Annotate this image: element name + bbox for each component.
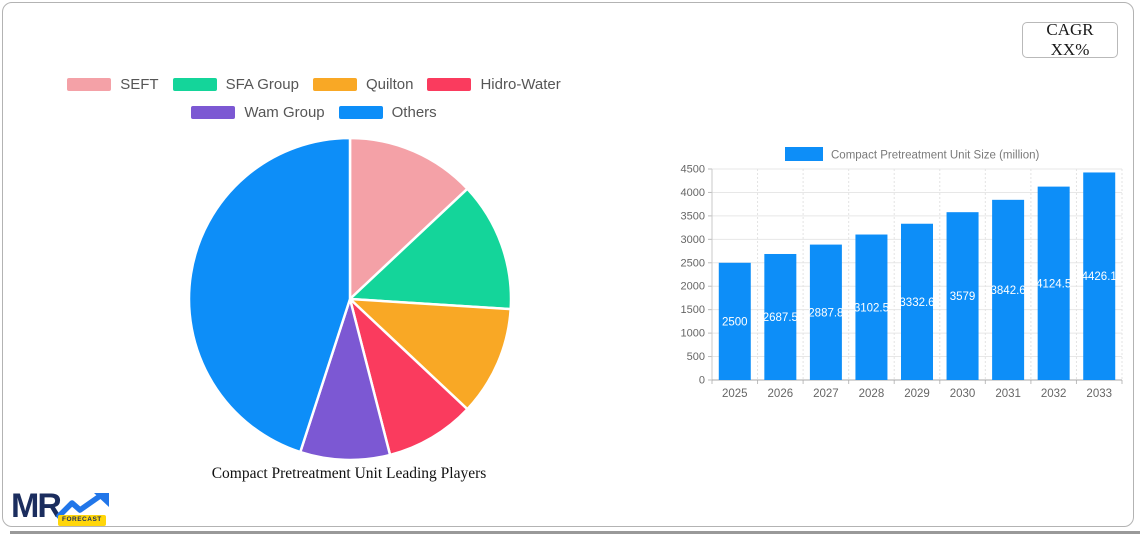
legend-swatch	[191, 106, 236, 119]
legend-item-others[interactable]: Others	[338, 104, 437, 121]
pie-chart-title: Compact Pretreatment Unit Leading Player…	[211, 465, 487, 482]
bar-2033[interactable]	[1083, 172, 1116, 380]
legend-item-seft[interactable]: SEFT	[67, 76, 159, 93]
bar-value-label: 3842.6	[991, 285, 1026, 297]
legend-item-sfa-group[interactable]: SFA Group	[172, 76, 299, 93]
legend-item-wam-group[interactable]: Wam Group	[191, 104, 325, 121]
pie-slice-sfa-group[interactable]	[348, 187, 513, 311]
bar-value-label: 3332.6	[899, 297, 934, 309]
pie-slice-wam-group[interactable]	[299, 297, 392, 462]
y-tick-label: 1500	[681, 304, 705, 316]
legend-label: SFA Group	[225, 76, 299, 93]
x-axis-label: 2028	[859, 388, 885, 400]
legend-swatch	[338, 106, 383, 119]
pie-slice-others[interactable]	[187, 136, 352, 454]
legend-label: Others	[391, 104, 437, 121]
bar-legend-swatch[interactable]	[785, 147, 823, 161]
x-axis-label: 2031	[995, 388, 1021, 400]
legend-swatch	[172, 78, 217, 91]
x-axis-label: 2025	[722, 388, 748, 400]
bar-value-label: 2687.5	[763, 312, 798, 324]
logo-forecast-badge: FORECAST	[58, 515, 106, 526]
legend-label: SEFT	[120, 76, 159, 93]
legend-swatch	[312, 78, 357, 91]
pie-slice-seft[interactable]	[348, 136, 469, 301]
bar-chart: Compact Pretreatment Unit Size (million)…	[681, 147, 1123, 400]
legend-label: Hidro-Water	[480, 76, 561, 93]
y-tick-label: 3000	[681, 234, 705, 246]
bar-legend-label[interactable]: Compact Pretreatment Unit Size (million)	[831, 150, 1040, 162]
pie-slice-quilton[interactable]	[348, 297, 512, 411]
bar-2026[interactable]	[764, 253, 797, 380]
y-tick-label: 500	[687, 351, 705, 363]
bar-value-label: 2887.8	[808, 307, 843, 319]
legend-swatch	[427, 78, 472, 91]
bar-value-label: 4426.1	[1082, 271, 1117, 283]
y-tick-label: 0	[699, 375, 705, 387]
legend-item-quilton[interactable]: Quilton	[312, 76, 414, 93]
bar-value-label: 2500	[722, 316, 748, 328]
legend-row: Wam Group Others	[191, 104, 437, 121]
logo-brand-text: MR	[11, 487, 62, 525]
cagr-button[interactable]: CAGR XX%	[1022, 20, 1118, 59]
legend-label: Wam Group	[244, 104, 325, 121]
legend-row: SEFT SFA Group Quilton Hidro-Water	[67, 76, 561, 93]
y-tick-label: 3500	[681, 210, 705, 222]
pie-slice-hidro-water[interactable]	[348, 297, 469, 457]
x-axis-label: 2033	[1086, 388, 1112, 400]
legend-swatch	[67, 78, 112, 91]
legend-label: Quilton	[365, 76, 414, 93]
bar-2029[interactable]	[901, 223, 933, 380]
bar-2031[interactable]	[992, 199, 1025, 380]
trend-arrow-icon	[56, 493, 109, 519]
pie-legend: SEFT SFA Group Quilton Hidro-Water Wam Group…	[0, 76, 628, 121]
y-tick-label: 2000	[681, 281, 705, 293]
bar-2025[interactable]	[718, 262, 751, 380]
bar-2027[interactable]	[809, 244, 842, 380]
bar-2030[interactable]	[946, 212, 979, 380]
x-axis-label: 2029	[904, 388, 930, 400]
legend-item-hidro-water[interactable]: Hidro-Water	[427, 76, 561, 93]
x-axis-label: 2030	[950, 388, 976, 400]
bar-2028[interactable]	[855, 234, 888, 380]
bar-value-label: 3102.5	[854, 302, 889, 314]
y-tick-label: 4500	[681, 164, 705, 176]
y-tick-label: 2500	[681, 257, 705, 269]
y-tick-label: 1000	[681, 328, 705, 340]
y-tick-label: 4000	[681, 187, 705, 199]
brand-logo: MR FORECAST	[11, 489, 111, 529]
pie-chart	[187, 136, 513, 462]
bar-2032[interactable]	[1037, 186, 1070, 380]
window-bottom-edge	[10, 531, 1140, 534]
x-axis-label: 2032	[1041, 388, 1067, 400]
bar-value-label: 4124.5	[1036, 278, 1071, 290]
bar-value-label: 3579	[950, 291, 976, 303]
x-axis-label: 2027	[813, 388, 839, 400]
x-axis-label: 2026	[768, 388, 794, 400]
